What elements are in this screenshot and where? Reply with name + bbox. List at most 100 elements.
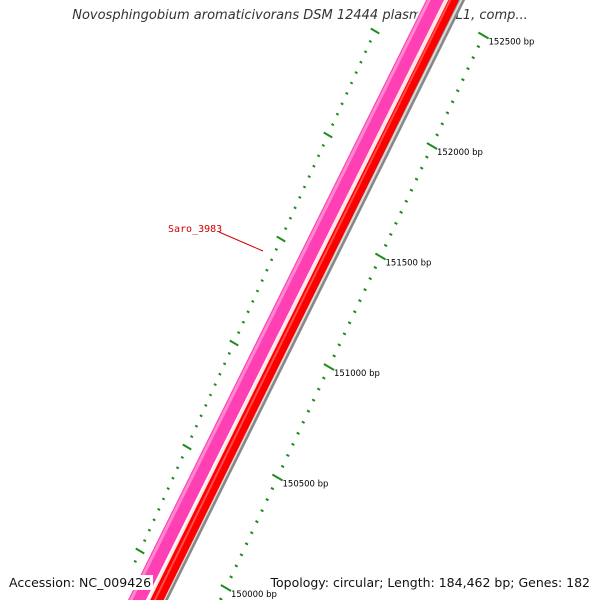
minor-tick: [296, 431, 300, 435]
outer-minor-tick: [133, 559, 137, 563]
outer-minor-tick: [204, 403, 208, 407]
minor-tick: [229, 575, 234, 579]
minor-tick: [466, 66, 470, 71]
outer-minor-tick: [288, 216, 293, 220]
accession-text: Accession: NC_009426: [7, 575, 154, 590]
outer-minor-tick: [166, 487, 170, 491]
minor-tick: [388, 232, 393, 237]
outer-minor-tick: [312, 164, 316, 168]
outer-minor-tick: [251, 299, 255, 303]
inner-strand-ring: [148, 0, 459, 600]
outer-minor-tick: [368, 39, 372, 43]
outer-minor-tick: [237, 331, 241, 335]
outer-major-tick: [135, 547, 145, 555]
minor-tick: [244, 542, 249, 546]
outer-minor-tick: [199, 414, 203, 418]
outer-minor-tick: [171, 476, 175, 480]
major-tick: [220, 584, 232, 592]
gene-label-saro-3983[interactable]: Saro_3983: [168, 224, 222, 235]
map-title: Novosphingobium aromaticivorans DSM 1244…: [72, 8, 528, 23]
minor-tick: [291, 442, 295, 447]
minor-tick: [419, 166, 424, 170]
outer-minor-tick: [298, 195, 302, 199]
minor-tick: [409, 188, 414, 192]
minor-tick: [471, 55, 476, 60]
outer-minor-tick: [180, 455, 184, 459]
outer-minor-tick: [147, 528, 152, 532]
minor-tick: [450, 100, 455, 104]
outer-minor-tick: [274, 247, 278, 251]
outer-minor-tick: [354, 71, 358, 75]
outer-tick-marks: [133, 27, 380, 563]
outer-minor-tick: [359, 60, 363, 64]
minor-tick: [255, 520, 259, 524]
tick-label: 152500 bp: [489, 38, 535, 48]
minor-tick: [337, 343, 342, 347]
outer-minor-tick: [157, 507, 161, 511]
outer-minor-tick: [222, 362, 227, 366]
outer-minor-tick: [265, 268, 269, 272]
outer-minor-tick: [349, 81, 354, 85]
outer-minor-tick: [175, 466, 180, 470]
outer-minor-tick: [307, 175, 311, 179]
outer-minor-tick: [345, 91, 349, 95]
minor-tick: [306, 409, 311, 413]
tick-label: 151500 bp: [386, 259, 432, 269]
outer-minor-tick: [340, 102, 344, 106]
minor-tick: [239, 553, 244, 557]
outer-minor-tick: [255, 289, 260, 293]
outer-minor-tick: [227, 351, 231, 355]
outer-minor-tick: [143, 539, 147, 543]
outer-minor-tick: [241, 320, 246, 324]
major-tick: [477, 31, 490, 40]
outer-minor-tick: [152, 518, 156, 522]
minor-tick: [363, 287, 367, 292]
minor-tick: [321, 376, 326, 380]
outer-major-tick: [323, 131, 333, 139]
outer-minor-tick: [293, 206, 297, 210]
tick-label: 151000 bp: [334, 369, 380, 379]
outer-major-tick: [276, 235, 286, 243]
minor-tick: [270, 486, 275, 491]
minor-tick: [399, 210, 403, 214]
outer-minor-tick: [194, 424, 199, 428]
minor-tick: [368, 276, 373, 281]
major-tick: [271, 473, 284, 482]
scale-tick-marks: 150000 bp 150500 bp 151000 bp 151500 bp 1520…: [218, 31, 535, 600]
minor-tick: [455, 89, 460, 93]
minor-tick: [316, 387, 321, 391]
minor-tick: [260, 508, 264, 513]
minor-tick: [414, 177, 419, 181]
minor-tick: [280, 464, 285, 469]
outer-minor-tick: [316, 154, 321, 158]
major-tick: [323, 363, 335, 371]
summary-text: Topology: circular; Length: 184,462 bp; …: [268, 575, 592, 590]
minor-tick: [311, 398, 316, 402]
minor-tick: [373, 265, 378, 270]
outer-minor-tick: [335, 112, 340, 116]
minor-tick: [440, 122, 445, 126]
outer-minor-tick: [161, 497, 166, 501]
outer-minor-tick: [218, 372, 222, 376]
outer-minor-tick: [213, 383, 217, 387]
minor-tick: [445, 111, 450, 115]
minor-tick: [352, 310, 357, 314]
gene-label-leader: [218, 231, 264, 252]
outer-major-tick: [229, 339, 239, 347]
minor-tick: [249, 531, 254, 535]
minor-tick: [383, 243, 388, 248]
minor-tick: [332, 354, 337, 358]
minor-tick: [476, 44, 481, 49]
minor-tick: [358, 299, 362, 303]
major-tick: [426, 142, 438, 150]
outer-minor-tick: [208, 393, 213, 397]
outer-minor-tick: [260, 279, 264, 283]
tick-label: 152000 bp: [437, 148, 483, 158]
minor-tick: [424, 155, 429, 159]
minor-tick: [234, 564, 239, 568]
outer-strand-ring: [125, 0, 449, 600]
outer-minor-tick: [321, 143, 325, 147]
minor-tick: [394, 221, 398, 226]
tick-label: 150500 bp: [283, 480, 329, 490]
